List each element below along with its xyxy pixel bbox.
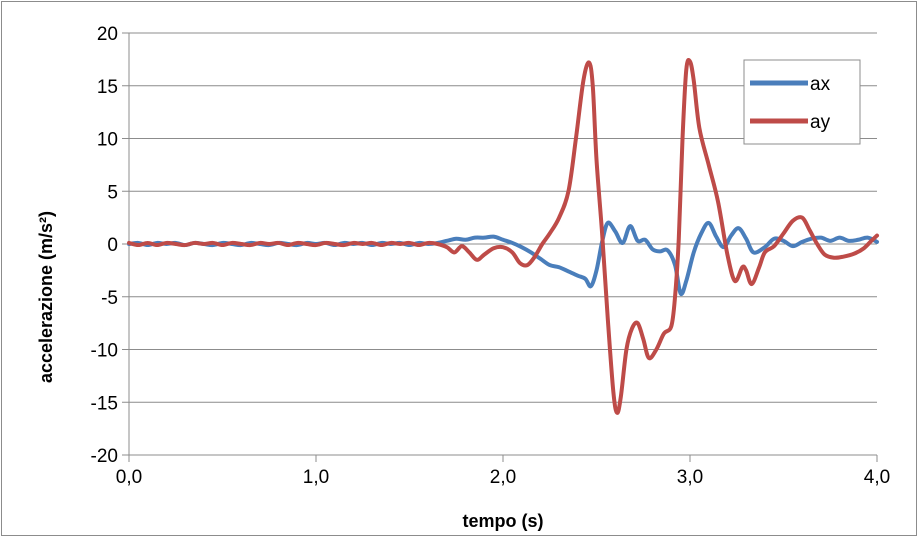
- x-tick-label: 1,0: [303, 467, 329, 488]
- x-tick-label: 4,0: [864, 467, 890, 488]
- y-tick-label: 5: [107, 182, 118, 203]
- series-line-ay: [127, 57, 879, 415]
- y-axis-title: accelerazione (m/s²): [36, 211, 56, 383]
- y-tick-label: 20: [97, 24, 118, 45]
- x-tick-label: 0,0: [116, 467, 142, 488]
- y-tick-label: 10: [97, 130, 118, 151]
- x-tick-label: 3,0: [677, 467, 703, 488]
- legend-label-ax: ax: [810, 74, 831, 95]
- y-tick-label: -10: [91, 341, 118, 362]
- series-line-ax: [127, 220, 879, 297]
- legend-box: [743, 59, 861, 145]
- y-tick-labels: 20 15 10 5 0 -5 -10 -15 -20: [91, 24, 118, 467]
- series-lines: [127, 57, 879, 415]
- legend-label-ay: ay: [810, 112, 831, 133]
- x-tick-labels: 0,0 1,0 2,0 3,0 4,0: [116, 467, 890, 488]
- legend: ax ay: [743, 59, 861, 145]
- x-tick-label: 2,0: [490, 467, 516, 488]
- y-tick-label: 0: [107, 235, 118, 256]
- y-tick-label: 15: [97, 77, 118, 98]
- y-tick-label: -20: [91, 446, 118, 467]
- x-axis-title: tempo (s): [463, 511, 544, 531]
- y-tick-label: -5: [101, 288, 118, 309]
- y-tick-label: -15: [91, 393, 118, 414]
